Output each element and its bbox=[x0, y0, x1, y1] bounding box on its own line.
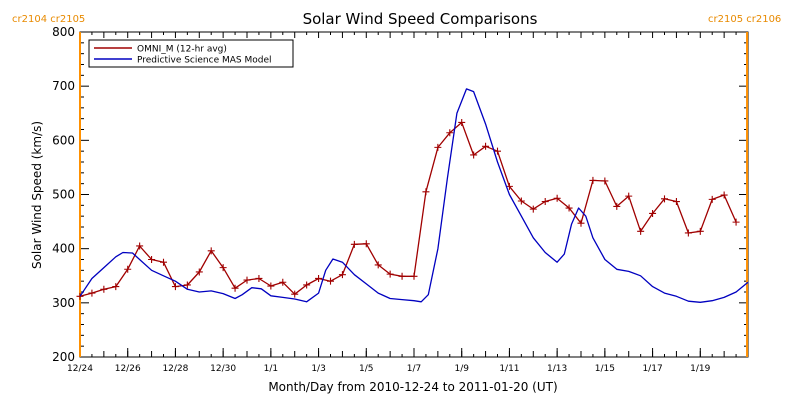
data-point-marker bbox=[446, 129, 454, 137]
x-tick-label: 1/7 bbox=[407, 364, 421, 374]
data-point-marker bbox=[601, 177, 609, 185]
x-tick-label: 1/3 bbox=[311, 364, 325, 374]
x-tick-label: 12/28 bbox=[162, 364, 188, 374]
data-point-marker bbox=[529, 205, 537, 213]
x-tick-label: 1/17 bbox=[642, 364, 662, 374]
x-tick-label: 12/24 bbox=[67, 364, 93, 374]
legend-entry: OMNI_M (12-hr avg) bbox=[137, 45, 227, 55]
data-point-marker bbox=[458, 118, 466, 126]
y-tick-label: 200 bbox=[52, 350, 75, 364]
x-tick-label: 12/30 bbox=[210, 364, 236, 374]
data-point-marker bbox=[171, 283, 179, 291]
data-point-marker bbox=[732, 218, 740, 226]
x-tick-label: 1/9 bbox=[454, 364, 469, 374]
data-point-marker bbox=[148, 256, 156, 263]
x-tick-label: 1/5 bbox=[359, 364, 373, 374]
data-point-marker bbox=[255, 274, 263, 282]
data-point-marker bbox=[494, 147, 501, 155]
x-tick-label: 1/15 bbox=[595, 364, 615, 374]
data-point-marker bbox=[195, 268, 203, 276]
plot-frame bbox=[79, 31, 749, 358]
x-tick-label: 1/19 bbox=[690, 364, 710, 374]
y-tick-label: 300 bbox=[52, 296, 75, 310]
series-line-1 bbox=[79, 121, 737, 297]
x-tick-label: 1/1 bbox=[264, 364, 278, 374]
data-point-marker bbox=[589, 176, 597, 184]
data-point-marker bbox=[112, 283, 120, 291]
data-point-marker bbox=[410, 272, 418, 280]
plot-area: 12/24 12/26 12/28 12/30 1/1 1/3 1/5 1/7 1/9 1/11 1… bbox=[52, 25, 749, 374]
data-point-marker bbox=[684, 229, 692, 237]
data-point-marker bbox=[291, 290, 299, 298]
data-point-marker bbox=[362, 240, 370, 248]
data-point-marker bbox=[136, 242, 144, 250]
data-point-marker bbox=[327, 277, 334, 285]
data-point-marker bbox=[374, 261, 382, 269]
data-point-marker bbox=[231, 284, 239, 292]
data-point-marker bbox=[398, 272, 406, 280]
data-point-marker bbox=[637, 227, 645, 235]
data-point-marker bbox=[350, 240, 358, 248]
data-point-marker bbox=[565, 204, 573, 212]
data-point-marker bbox=[434, 143, 442, 151]
data-point-marker bbox=[625, 192, 633, 200]
data-point-marker bbox=[422, 188, 430, 196]
data-point-marker bbox=[160, 258, 167, 266]
data-point-marker bbox=[470, 151, 478, 159]
y-tick-label: 700 bbox=[52, 79, 75, 93]
data-point-marker bbox=[279, 278, 287, 286]
carrington-label-left: cr2104 cr2105 bbox=[12, 14, 85, 25]
data-point-marker bbox=[386, 270, 394, 278]
data-point-marker bbox=[661, 195, 668, 203]
data-point-marker bbox=[76, 292, 84, 300]
data-point-marker bbox=[88, 289, 96, 297]
data-point-marker bbox=[517, 197, 525, 205]
data-point-marker bbox=[553, 194, 561, 202]
data-point-marker bbox=[708, 195, 716, 203]
data-point-marker bbox=[696, 227, 704, 235]
legend: OMNI_M (12-hr avg)Predictive Science MAS… bbox=[88, 39, 294, 68]
data-point-marker bbox=[541, 198, 549, 206]
data-point-marker bbox=[482, 142, 490, 150]
y-tick-label: 800 bbox=[52, 25, 75, 39]
data-point-marker bbox=[303, 281, 311, 289]
data-point-marker bbox=[720, 191, 728, 199]
y-tick-label: 500 bbox=[52, 188, 75, 202]
data-point-marker bbox=[207, 247, 215, 255]
data-point-marker bbox=[219, 264, 227, 272]
x-tick-label: 1/11 bbox=[499, 364, 519, 374]
data-point-marker bbox=[613, 202, 621, 210]
x-axis-label: Month/Day from 2010-12-24 to 2011-01-20 … bbox=[268, 380, 557, 394]
data-point-marker bbox=[183, 281, 191, 289]
legend-box bbox=[88, 39, 294, 68]
x-tick-label: 12/26 bbox=[115, 364, 141, 374]
data-point-marker bbox=[124, 265, 132, 273]
data-point-marker bbox=[649, 209, 657, 217]
series-line-2 bbox=[79, 88, 749, 303]
data-point-marker bbox=[267, 282, 275, 290]
y-tick-label: 400 bbox=[52, 242, 75, 256]
data-point-marker bbox=[672, 198, 680, 206]
carrington-label-right: cr2105 cr2106 bbox=[708, 14, 781, 25]
data-point-marker bbox=[338, 271, 346, 279]
y-tick-label: 600 bbox=[52, 133, 75, 147]
y-axis-label: Solar Wind Speed (km/s) bbox=[30, 121, 44, 269]
data-point-marker bbox=[243, 276, 251, 284]
data-point-marker bbox=[100, 285, 108, 293]
legend-entry: Predictive Science MAS Model bbox=[137, 56, 272, 66]
data-point-marker bbox=[577, 219, 585, 227]
x-tick-label: 1/13 bbox=[547, 364, 567, 374]
data-point-marker bbox=[315, 274, 323, 282]
chart-title: Solar Wind Speed Comparisons bbox=[303, 10, 538, 28]
